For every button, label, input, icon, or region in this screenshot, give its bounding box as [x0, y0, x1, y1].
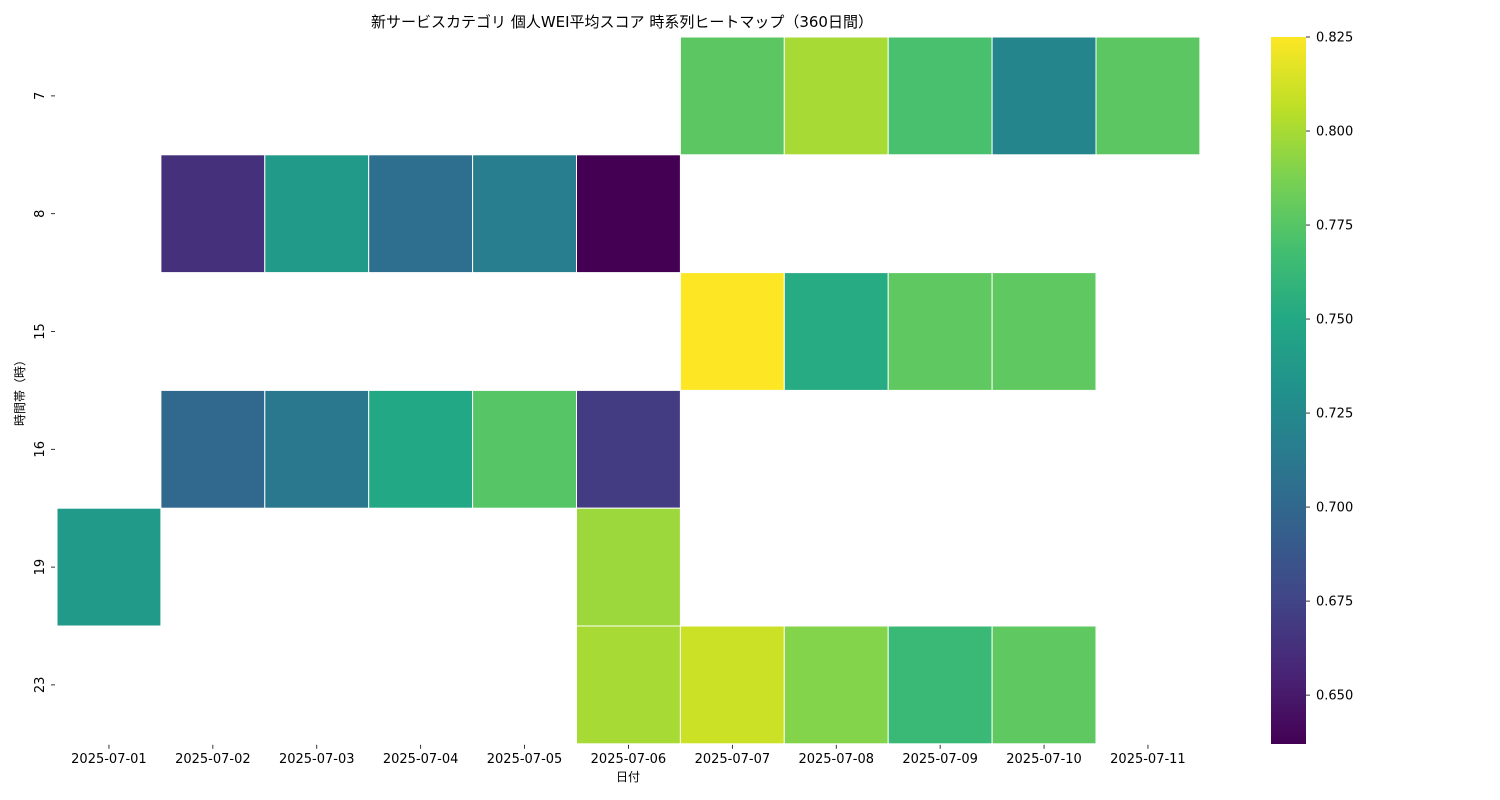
- x-tick-label: 2025-07-08: [798, 752, 874, 767]
- colorbar-tick-label: 0.800: [1316, 125, 1353, 140]
- x-axis-ticks: 2025-07-01 2025-07-02 2025-07-03 2025-07-04…: [71, 744, 1186, 767]
- heatmap-cell: [991, 625, 1097, 745]
- y-tick-label: 8: [33, 210, 48, 218]
- heatmap-cell: [887, 625, 993, 745]
- colorbar: [1271, 37, 1306, 744]
- y-axis-label: 時間帯（時）: [13, 354, 27, 426]
- colorbar-tick-label: 0.825: [1316, 31, 1353, 46]
- heatmap-cell: [160, 154, 266, 274]
- x-tick-label: 2025-07-02: [175, 752, 251, 767]
- y-tick-label: 16: [33, 441, 48, 458]
- x-tick-label: 2025-07-06: [591, 752, 667, 767]
- colorbar-tick-label: 0.650: [1316, 689, 1353, 704]
- heatmap-cell: [576, 389, 681, 509]
- colorbar-tick-label: 0.725: [1316, 407, 1353, 422]
- heatmap-cell: [368, 389, 474, 509]
- heatmap-cell: [783, 36, 889, 156]
- heatmap-cell: [576, 154, 681, 274]
- colorbar-ticks: 0.650 0.675 0.700 0.725 0.750 0.775 0.800 0.825: [1306, 31, 1353, 704]
- y-tick-label: 7: [33, 92, 48, 100]
- heatmap-cell: [472, 154, 578, 274]
- x-tick-label: 2025-07-05: [487, 752, 563, 767]
- heatmap-cell: [264, 389, 370, 509]
- heatmap-cell: [783, 272, 889, 391]
- heatmap-cell: [472, 389, 578, 509]
- heatmap-cell: [679, 625, 785, 745]
- heatmap-cell: [679, 272, 785, 391]
- colorbar-tick-label: 0.775: [1316, 219, 1353, 234]
- x-tick-label: 2025-07-03: [279, 752, 355, 767]
- y-axis-ticks: 7 8 15 16 19 23: [33, 92, 55, 693]
- x-axis-label: 日付: [616, 770, 640, 784]
- heatmap-cell: [887, 36, 993, 156]
- y-tick-label: 15: [33, 323, 48, 340]
- heatmap-cell: [368, 154, 474, 274]
- x-tick-label: 2025-07-04: [383, 752, 459, 767]
- x-tick-label: 2025-07-07: [695, 752, 771, 767]
- chart-title: 新サービスカテゴリ 個人WEI平均スコア 時系列ヒートマップ（360日間）: [371, 13, 873, 31]
- heatmap-cells: [56, 36, 1201, 745]
- colorbar-tick-label: 0.700: [1316, 501, 1353, 516]
- heatmap-cell: [991, 36, 1097, 156]
- heatmap-cell: [264, 154, 370, 274]
- heatmap-cell: [783, 625, 889, 745]
- x-tick-label: 2025-07-10: [1006, 752, 1082, 767]
- heatmap-cell: [56, 507, 162, 627]
- heatmap-cell: [1095, 36, 1201, 156]
- heatmap-cell: [991, 272, 1097, 391]
- heatmap-cell: [576, 625, 681, 745]
- x-tick-label: 2025-07-01: [71, 752, 147, 767]
- heatmap-cell: [887, 272, 993, 391]
- heatmap-cell: [679, 36, 785, 156]
- heatmap-cell: [576, 507, 681, 627]
- y-tick-label: 19: [33, 559, 48, 576]
- x-tick-label: 2025-07-09: [902, 752, 978, 767]
- y-tick-label: 23: [33, 677, 48, 694]
- colorbar-tick-label: 0.750: [1316, 313, 1353, 328]
- colorbar-tick-label: 0.675: [1316, 595, 1353, 610]
- heatmap-cell: [160, 389, 266, 509]
- x-tick-label: 2025-07-11: [1110, 752, 1186, 767]
